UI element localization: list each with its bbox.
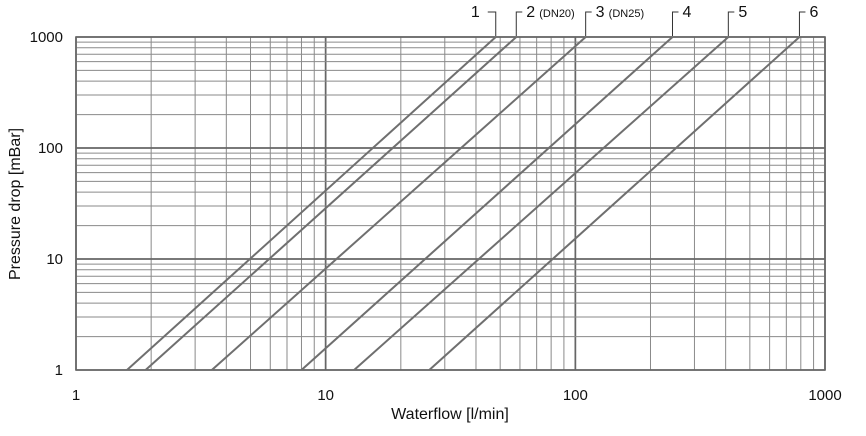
x-axis-title: Waterflow [l/min] — [391, 406, 509, 423]
plot-frame — [75, 36, 826, 371]
series-lines — [126, 36, 801, 371]
series-label-3: 3 — [596, 4, 605, 21]
series-leader-6 — [798, 11, 806, 36]
series-label-4: 4 — [682, 4, 691, 21]
x-tick-label: 1000 — [808, 387, 841, 404]
x-tick-label: 1 — [72, 387, 80, 404]
x-tick-label: 10 — [317, 387, 334, 404]
series-line-1 — [126, 36, 497, 371]
series-leader-4 — [671, 11, 679, 36]
series-label-2: 2 — [526, 4, 535, 21]
series-line-3 — [211, 36, 587, 371]
series-leader-1 — [487, 11, 497, 36]
series-label-5: 5 — [738, 4, 747, 21]
y-tick-label: 1 — [55, 362, 63, 379]
series-line-2 — [144, 36, 517, 371]
tick-labels: 1 10 100 1000 1 10 100 1000 — [30, 29, 842, 404]
series-leader-2 — [515, 11, 523, 36]
grid — [75, 36, 826, 371]
y-tick-label: 100 — [38, 140, 63, 157]
series-note-2: (DN20) — [539, 8, 574, 20]
series-line-6 — [428, 36, 801, 371]
series-leader-5 — [727, 11, 735, 36]
x-tick-label: 100 — [563, 387, 588, 404]
series-line-4 — [300, 36, 674, 371]
series-note-3: (DN25) — [609, 8, 644, 20]
series-label-6: 6 — [809, 4, 818, 21]
series-label-1: 1 — [471, 4, 480, 21]
y-axis-title: Pressure drop [mBar] — [7, 128, 24, 280]
series-labels: 1 2 (DN20) 3 (DN25) 4 5 6 — [471, 4, 818, 36]
series-leader-3 — [585, 11, 592, 36]
y-tick-label: 10 — [46, 251, 63, 268]
y-tick-label: 1000 — [30, 29, 63, 46]
series-line-5 — [353, 36, 729, 371]
